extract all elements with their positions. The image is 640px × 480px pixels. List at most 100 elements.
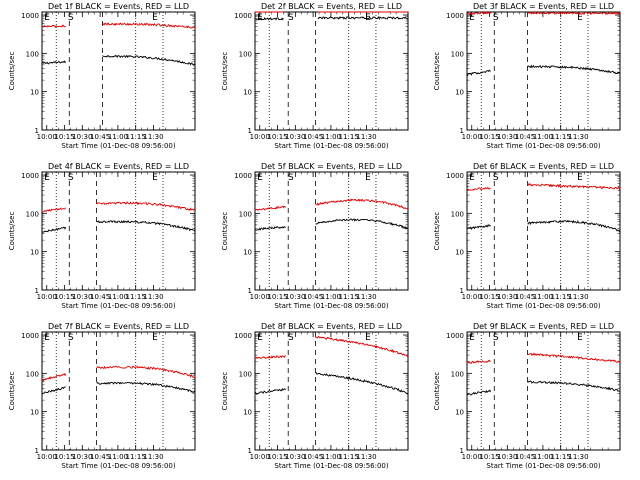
y-tick-label: 1000 (21, 12, 39, 20)
x-tick-label: 10:15 (267, 453, 287, 461)
x-axis-label: Start Time (01-Dec-08 09:56:00) (274, 142, 388, 150)
marker-e: E (577, 333, 583, 343)
x-tick-label: 10:15 (54, 293, 74, 301)
x-tick-label: 10:45 (515, 133, 535, 141)
y-tick-label: 10 (243, 409, 252, 417)
panel-title: Det 9f BLACK = Events, RED = LLD (473, 322, 614, 331)
x-tick-label: 11:30 (143, 453, 163, 461)
panel-title: Det 5f BLACK = Events, RED = LLD (261, 162, 402, 171)
chart-panel-8: Det 8f BLACK = Events, RED = LLD 1 10 100 10… (221, 322, 409, 470)
series-events-pre (466, 69, 491, 77)
y-tick-label: 1 (460, 127, 464, 135)
x-tick-label: 11:00 (108, 453, 128, 461)
x-tick-label: 10:15 (267, 133, 287, 141)
x-tick-label: 10:45 (90, 453, 110, 461)
x-tick-label: 11:15 (551, 293, 571, 301)
marker-e: E (257, 13, 263, 23)
chart-panel-6: Det 6f BLACK = Events, RED = LLD 1 10 100 10… (433, 162, 621, 310)
series-events-pre (254, 226, 286, 231)
panel-title: Det 2f BLACK = Events, RED = LLD (261, 2, 402, 11)
panel-title: Det 4f BLACK = Events, RED = LLD (48, 162, 189, 171)
plot-frame (254, 171, 409, 291)
marker-e: E (152, 333, 158, 343)
x-tick-label: 11:00 (533, 453, 553, 461)
x-tick-label: 10:30 (285, 293, 305, 301)
y-axis-label: Counts/sec (221, 212, 229, 251)
x-tick-label: 11:15 (126, 293, 146, 301)
x-tick-label: 10:00 (37, 293, 57, 301)
y-tick-label: 1000 (446, 172, 464, 180)
y-tick-label: 1 (248, 127, 252, 135)
x-tick-label: 11:15 (126, 453, 146, 461)
panel-title: Det 1f BLACK = Events, RED = LLD (48, 2, 189, 11)
x-tick-label: 10:30 (72, 453, 92, 461)
chart-panel-7: Det 7f BLACK = Events, RED = LLD 1 10 100 10… (8, 322, 196, 470)
y-tick-label: 1 (35, 447, 39, 455)
plot-frame (254, 331, 409, 451)
series-events-post (96, 219, 196, 233)
marker-e: E (469, 333, 475, 343)
x-tick-label: 10:45 (90, 133, 110, 141)
x-tick-label: 11:00 (321, 453, 341, 461)
y-tick-label: 1000 (234, 172, 252, 180)
series-lld-post (96, 201, 196, 212)
marker-s: S (493, 333, 499, 343)
series-lld-post (527, 352, 621, 363)
y-tick-label: 100 (26, 370, 39, 378)
series-events-post (317, 16, 409, 21)
y-tick-label: 100 (26, 210, 39, 218)
series-events-pre (41, 226, 67, 233)
plot-frame (254, 11, 409, 131)
chart-panel-3: Det 3f BLACK = Events, RED = LLD 1 10 100 10… (433, 2, 621, 150)
y-axis-label: Counts/sec (433, 372, 441, 411)
y-tick-label: 100 (26, 50, 39, 58)
x-tick-label: 10:30 (497, 453, 517, 461)
x-tick-label: 11:00 (533, 133, 553, 141)
x-tick-label: 10:15 (479, 133, 499, 141)
x-tick-label: 11:15 (551, 453, 571, 461)
x-tick-label: 11:00 (108, 293, 128, 301)
y-axis-label: Counts/sec (8, 52, 16, 91)
x-tick-label: 10:30 (285, 453, 305, 461)
x-tick-label: 10:45 (515, 293, 535, 301)
marker-s: S (288, 333, 294, 343)
plot-frame (466, 11, 621, 131)
series-lld-pre (466, 11, 492, 15)
x-tick-label: 10:00 (462, 453, 482, 461)
series-events-post (96, 381, 196, 393)
y-tick-label: 1000 (446, 12, 464, 20)
x-tick-label: 10:45 (90, 293, 110, 301)
chart-panel-1: Det 1f BLACK = Events, RED = LLD 1 10 100 10… (8, 2, 196, 150)
marker-e: E (257, 173, 263, 183)
series-lld-post (527, 11, 621, 16)
series-lld-post (315, 335, 409, 358)
y-tick-label: 10 (455, 409, 464, 417)
x-tick-label: 11:15 (126, 133, 146, 141)
x-tick-label: 10:00 (250, 133, 270, 141)
x-tick-label: 10:45 (303, 453, 323, 461)
marker-e: E (365, 333, 371, 343)
x-tick-label: 10:30 (285, 133, 305, 141)
marker-e: E (44, 13, 50, 23)
y-tick-label: 1000 (234, 12, 252, 20)
y-tick-label: 100 (451, 370, 464, 378)
x-axis-label: Start Time (01-Dec-08 09:56:00) (61, 462, 175, 470)
x-tick-label: 11:00 (321, 293, 341, 301)
x-tick-label: 10:15 (267, 293, 287, 301)
y-tick-label: 100 (239, 210, 252, 218)
y-tick-label: 100 (239, 370, 252, 378)
plot-frame (466, 171, 621, 291)
plot-frame (41, 171, 196, 291)
x-tick-label: 10:30 (72, 133, 92, 141)
x-axis-label: Start Time (01-Dec-08 09:56:00) (486, 302, 600, 310)
y-tick-label: 1000 (21, 172, 39, 180)
marker-s: S (493, 13, 499, 23)
y-tick-label: 100 (451, 210, 464, 218)
x-tick-label: 10:15 (54, 453, 74, 461)
x-tick-label: 10:15 (479, 453, 499, 461)
series-lld-pre (254, 205, 287, 211)
y-tick-label: 10 (30, 409, 39, 417)
series-lld-pre (466, 359, 491, 364)
